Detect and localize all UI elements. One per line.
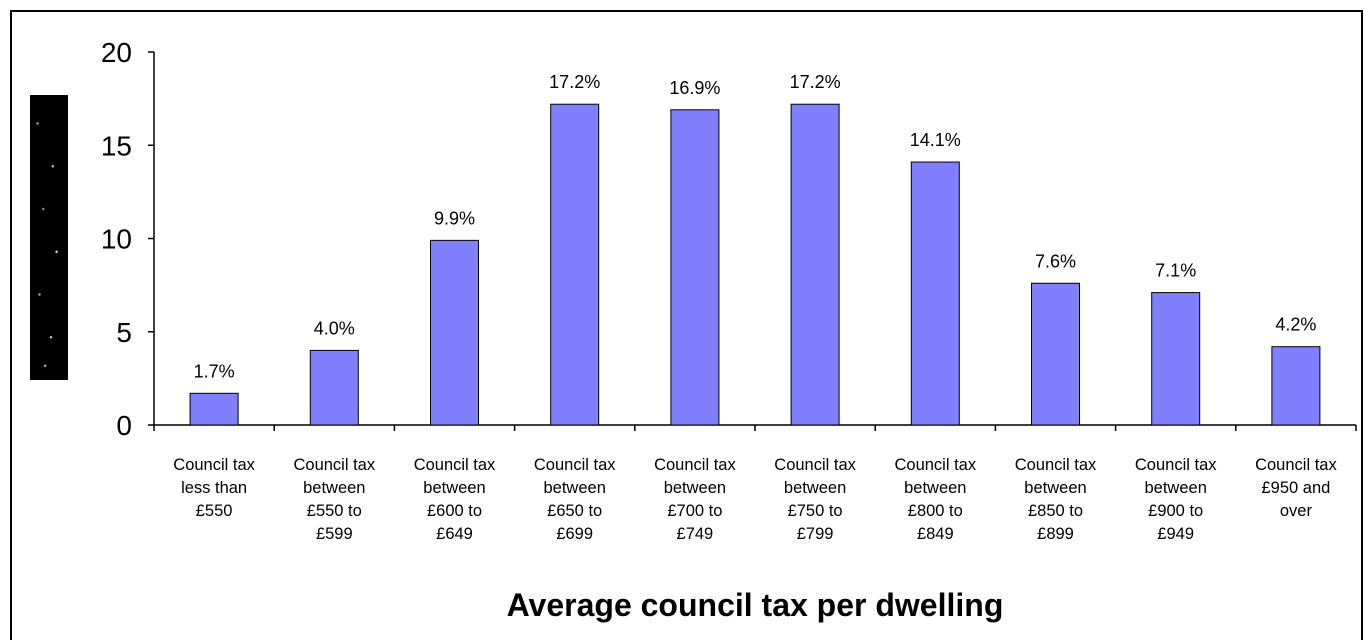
category-label: £950 and [1261, 479, 1330, 497]
data-label: 16.9% [669, 78, 720, 98]
data-label: 14.1% [910, 130, 961, 150]
category-label: Council tax [1135, 456, 1217, 474]
category-label: over [1280, 502, 1313, 520]
category-label: Council tax [293, 456, 375, 474]
category-label: £800 to [908, 502, 963, 520]
category-label: between [664, 479, 726, 497]
category-label: £550 to [307, 502, 362, 520]
category-label: £749 [677, 525, 714, 543]
bar [1031, 282, 1080, 426]
bars [189, 103, 1321, 426]
y-tick-label: 5 [116, 317, 132, 348]
category-label: less than [181, 479, 247, 497]
category-label: Council tax [173, 456, 255, 474]
category-label: £550 [196, 502, 233, 520]
y-tick-label: 10 [101, 224, 132, 255]
bar [550, 103, 600, 426]
category-label: between [303, 479, 365, 497]
category-label: £699 [556, 525, 593, 543]
y-tick-label: 0 [116, 410, 132, 441]
data-labels: 1.7% 4.0% 9.9% 17.2% 16.9% 17.2% 14.1% 7.6% 7.1%… [194, 72, 1317, 381]
category-label: between [544, 479, 606, 497]
y-tick-label: 15 [101, 130, 132, 161]
category-label: £750 to [788, 502, 843, 520]
category-label: Council tax [1255, 456, 1337, 474]
bar [1271, 346, 1321, 426]
category-label: £949 [1157, 525, 1194, 543]
category-label: £850 to [1028, 502, 1083, 520]
category-label: £649 [436, 525, 473, 543]
category-label: £899 [1037, 525, 1074, 543]
y-tick-label: 20 [101, 37, 132, 68]
category-label: £599 [316, 525, 353, 543]
category-label: Council tax [894, 456, 976, 474]
category-labels: Council tax less than £550 Council tax betwe… [173, 456, 1337, 543]
category-label: between [784, 479, 846, 497]
category-label: Council tax [414, 456, 496, 474]
data-label: 7.1% [1155, 261, 1196, 281]
bar [790, 103, 840, 426]
category-label: between [904, 479, 966, 497]
bar [1151, 292, 1201, 426]
decorative-image-strip [30, 95, 68, 380]
data-label: 9.9% [434, 208, 475, 228]
bar [189, 392, 239, 426]
category-label: £799 [797, 525, 834, 543]
category-label: £900 to [1148, 502, 1203, 520]
data-label: 4.2% [1275, 315, 1316, 335]
category-label: between [1024, 479, 1086, 497]
bar [670, 109, 720, 426]
axes: 0 5 10 15 20 [101, 37, 1357, 441]
category-label: between [1145, 479, 1207, 497]
category-label: between [423, 479, 485, 497]
chart-frame [10, 10, 1363, 640]
category-label: £650 to [547, 502, 602, 520]
category-label: £600 to [427, 502, 482, 520]
category-label: Council tax [774, 456, 856, 474]
category-label: £700 to [667, 502, 722, 520]
bar [910, 161, 960, 426]
bar [430, 239, 479, 426]
x-axis-title: Average council tax per dwelling [507, 587, 1004, 623]
data-label: 1.7% [194, 361, 235, 381]
data-label: 7.6% [1035, 251, 1076, 271]
category-label: Council tax [654, 456, 736, 474]
bar [309, 349, 359, 426]
category-label: Council tax [534, 456, 616, 474]
data-label: 17.2% [549, 72, 600, 92]
data-label: 4.0% [314, 318, 355, 338]
data-label: 17.2% [790, 72, 841, 92]
category-label: Council tax [1015, 456, 1097, 474]
category-label: £849 [917, 525, 954, 543]
